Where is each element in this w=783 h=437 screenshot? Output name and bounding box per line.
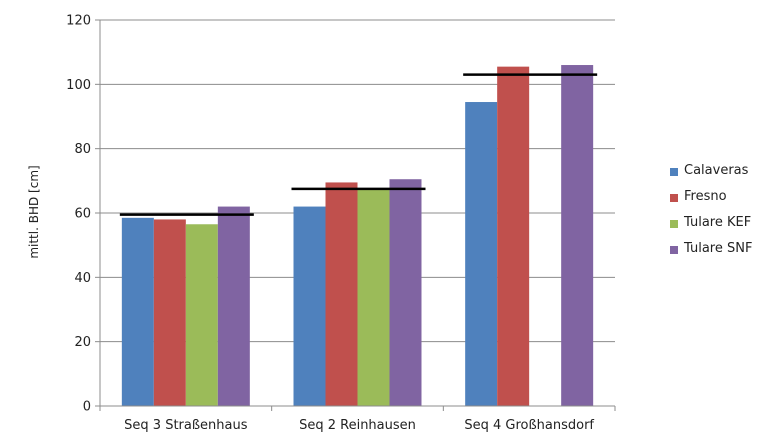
x-tick-label: Seq 4 Großhansdorf — [464, 418, 594, 433]
y-tick-label: 80 — [74, 142, 91, 157]
bar — [389, 179, 422, 406]
x-tick-label: Seq 3 Straßenhaus — [124, 418, 248, 433]
y-tick-label: 60 — [74, 207, 91, 222]
legend: Calaveras Fresno Tulare KEF Tulare SNF — [670, 163, 752, 256]
reference-lines — [119, 73, 598, 216]
bar — [153, 219, 186, 406]
bar — [121, 217, 154, 406]
legend-label: Calaveras — [684, 163, 749, 178]
legend-swatch — [670, 168, 678, 176]
legend-label: Tulare KEF — [683, 215, 751, 230]
bar — [293, 206, 326, 406]
legend-swatch — [670, 194, 678, 202]
x-tick-labels: Seq 3 Straßenhaus Seq 2 Reinhausen Seq 4 G… — [124, 418, 594, 433]
bar — [561, 65, 594, 407]
y-tick-labels: 0 20 40 60 80 100 120 — [66, 14, 91, 415]
bars — [121, 65, 594, 407]
y-tick-label: 120 — [66, 14, 91, 29]
bar — [357, 188, 390, 406]
bar — [325, 182, 358, 406]
legend-label: Tulare SNF — [683, 241, 752, 256]
y-axis-label: mittl. BHD [cm] — [27, 165, 41, 258]
y-tick-label: 40 — [74, 271, 91, 286]
y-tick-label: 100 — [66, 78, 91, 93]
legend-label: Fresno — [684, 189, 727, 204]
legend-swatch — [670, 220, 678, 228]
y-tick-label: 20 — [74, 335, 91, 350]
bar — [497, 66, 530, 407]
bar — [217, 206, 250, 406]
legend-swatch — [670, 246, 678, 254]
x-tick-label: Seq 2 Reinhausen — [299, 418, 416, 433]
bar — [185, 224, 218, 406]
y-tick-label: 0 — [83, 400, 91, 415]
bar — [465, 102, 498, 407]
axes — [99, 20, 616, 411]
